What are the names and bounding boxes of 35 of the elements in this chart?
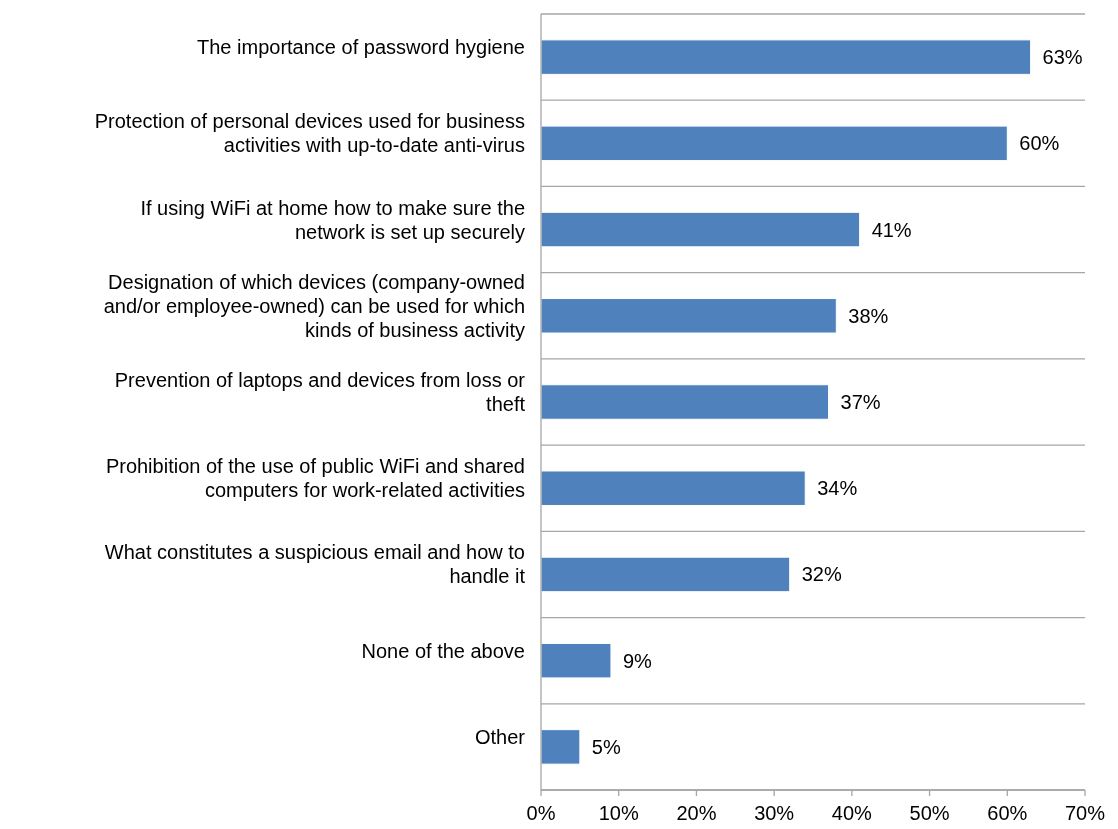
data-label: 37% bbox=[840, 391, 881, 413]
data-label: 38% bbox=[848, 304, 889, 327]
data-label: 34% bbox=[817, 477, 858, 500]
data-label: 32% bbox=[801, 563, 842, 586]
y-tick-label: What constitutes a suspicious email and how to handle it bbox=[104, 541, 526, 588]
y-tick-label: Other bbox=[474, 725, 526, 748]
data-label: 60% bbox=[1019, 132, 1060, 155]
data-label: 9% bbox=[622, 649, 653, 672]
bar bbox=[540, 384, 830, 420]
bar bbox=[540, 470, 806, 506]
bar bbox=[540, 642, 612, 679]
bar bbox=[540, 298, 837, 334]
x-tick-label: 0% bbox=[526, 802, 556, 824]
y-tick-label: None of the above bbox=[361, 639, 525, 662]
y-tick-label: Protection of personal devices used for business activities with up-to-date anti-virus bbox=[94, 110, 525, 157]
x-tick-label: 10% bbox=[598, 802, 639, 824]
y-tick-label: Prevention of laptops and devices from loss or theft bbox=[114, 369, 526, 415]
x-tick-label: 30% bbox=[754, 802, 795, 824]
x-tick-label: 70% bbox=[1064, 802, 1106, 824]
data-label: 41% bbox=[871, 218, 912, 241]
y-tick-label: The importance of password hygiene bbox=[197, 36, 525, 59]
y-tick-label: Prohibition of the use of public WiFi and shared computers for work-related activities bbox=[105, 455, 525, 502]
x-tick-label: 40% bbox=[831, 802, 873, 824]
bar bbox=[540, 39, 1032, 75]
x-tick-label: 20% bbox=[676, 802, 717, 824]
bar bbox=[540, 125, 1008, 162]
data-label: 63% bbox=[1042, 46, 1083, 69]
y-tick-label: If using WiFi at home how to make sure the network is set up securely bbox=[140, 196, 525, 243]
y-tick-label: Designation of which devices (company-owned and/or employee-owned) can be used for which kinds of business activity bbox=[103, 270, 525, 341]
x-tick-label: 60% bbox=[987, 802, 1028, 824]
bar bbox=[540, 729, 581, 765]
bar bbox=[540, 211, 861, 248]
data-label: 5% bbox=[591, 735, 621, 758]
bar bbox=[540, 556, 791, 593]
x-tick-label: 50% bbox=[909, 802, 950, 824]
